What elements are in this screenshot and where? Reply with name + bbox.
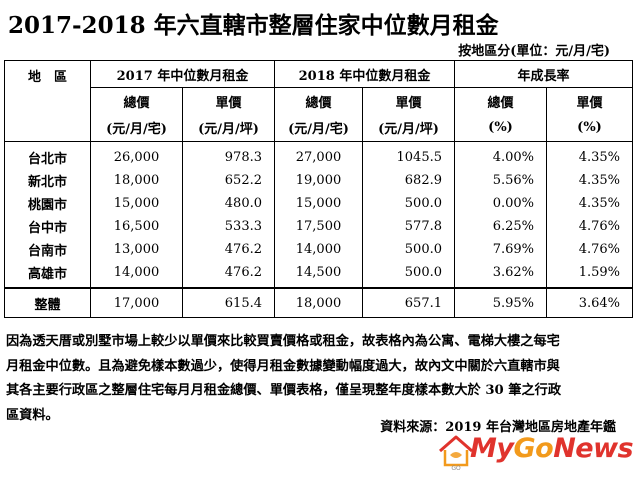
sub-header: 單價 bbox=[545, 87, 634, 114]
data-source: 資料來源：2019 年台灣地區房地產年鑑 bbox=[380, 420, 616, 435]
city-cell: 台中市 bbox=[4, 215, 91, 238]
cell-2017-total: 13,000 bbox=[90, 238, 183, 261]
logo-go: Go bbox=[513, 433, 554, 464]
cell-2018-unit: 1045.5 bbox=[362, 141, 455, 169]
cell-2017-total: 14,000 bbox=[90, 261, 183, 289]
sub-unit: (元/月/宅) bbox=[90, 114, 183, 142]
cell-2018-total: 19,000 bbox=[274, 169, 363, 192]
total-label: 整體 bbox=[4, 287, 91, 318]
sub-header: 總價 bbox=[90, 87, 183, 114]
group-header-growth: 年成長率 bbox=[453, 60, 634, 88]
mygonews-logo: GO MyGoNews bbox=[436, 431, 636, 471]
logo-news: News bbox=[553, 433, 634, 464]
cell-growth-total: 5.56% bbox=[454, 169, 547, 192]
table-row: 台北市 26,000 978.3 27,000 1045.5 4.00% 4.3… bbox=[4, 141, 634, 169]
footnote-line: 月租金中位數。且為避免樣本數過少，使得月租金數據變動幅度過大，故內文中關於六直轄… bbox=[6, 358, 560, 374]
cell-growth-unit: 4.76% bbox=[545, 215, 634, 238]
rent-table: 地 區 2017 年中位數月租金 2018 年中位數月租金 年成長率 總價 單價… bbox=[4, 60, 634, 318]
sub-unit: (%) bbox=[454, 114, 547, 142]
cell-2018-unit: 500.0 bbox=[362, 261, 455, 289]
cell-2018-total: 17,500 bbox=[274, 215, 363, 238]
total-2017-total: 17,000 bbox=[90, 287, 183, 318]
total-growth-total: 5.95% bbox=[454, 287, 547, 318]
header-row-units: (元/月/宅) (元/月/坪) (元/月/宅) (元/月/坪) (%) (%) bbox=[5, 114, 634, 142]
table-row: 台中市 16,500 533.3 17,500 577.8 6.25% 4.76… bbox=[4, 215, 634, 238]
total-growth-unit: 3.64% bbox=[545, 287, 634, 318]
cell-2018-unit: 682.9 bbox=[362, 169, 455, 192]
table-row: 新北市 18,000 652.2 19,000 682.9 5.56% 4.35… bbox=[4, 169, 634, 192]
header-row-groups: 地 區 2017 年中位數月租金 2018 年中位數月租金 年成長率 bbox=[4, 60, 634, 142]
total-2017-unit: 615.4 bbox=[182, 287, 275, 318]
region-header: 地 區 bbox=[4, 60, 91, 142]
table-row: 高雄市 14,000 476.2 14,500 500.0 3.62% 1.59… bbox=[4, 261, 634, 289]
city-cell: 桃園市 bbox=[4, 192, 91, 215]
cell-growth-unit: 4.35% bbox=[545, 141, 634, 169]
table-row: 桃園市 15,000 480.0 15,000 500.0 0.00% 4.35… bbox=[4, 192, 634, 215]
cell-2017-unit: 533.3 bbox=[182, 215, 275, 238]
cell-growth-total: 7.69% bbox=[454, 238, 547, 261]
cell-growth-unit: 4.35% bbox=[545, 169, 634, 192]
cell-2017-total: 15,000 bbox=[90, 192, 183, 215]
cell-growth-total: 6.25% bbox=[454, 215, 547, 238]
cell-2018-total: 14,000 bbox=[274, 238, 363, 261]
cell-growth-total: 0.00% bbox=[454, 192, 547, 215]
cell-growth-unit: 4.35% bbox=[545, 192, 634, 215]
page-title: 2017-2018 年六直轄市整層住家中位數月租金 bbox=[8, 12, 499, 39]
city-cell: 新北市 bbox=[4, 169, 91, 192]
header-row-subheaders: 總價 單價 總價 單價 總價 單價 bbox=[5, 87, 634, 114]
cell-2018-unit: 500.0 bbox=[362, 192, 455, 215]
cell-growth-unit: 1.59% bbox=[545, 261, 634, 289]
cell-2018-unit: 500.0 bbox=[362, 238, 455, 261]
logo-mark-text: GO bbox=[451, 465, 461, 471]
total-2018-total: 18,000 bbox=[274, 287, 363, 318]
sub-unit: (元/月/宅) bbox=[274, 114, 363, 142]
cell-2018-unit: 577.8 bbox=[362, 215, 455, 238]
city-cell: 台南市 bbox=[4, 238, 91, 261]
city-cell: 台北市 bbox=[4, 141, 91, 169]
cell-2017-total: 16,500 bbox=[90, 215, 183, 238]
sub-unit: (元/月/坪) bbox=[182, 114, 275, 142]
cell-2017-unit: 652.2 bbox=[182, 169, 275, 192]
total-row: 整體 17,000 615.4 18,000 657.1 5.95% 3.64% bbox=[4, 287, 634, 318]
logo-wordmark: MyGoNews bbox=[470, 433, 634, 464]
cell-2018-total: 14,500 bbox=[274, 261, 363, 289]
cell-2017-unit: 480.0 bbox=[182, 192, 275, 215]
cell-2017-unit: 978.3 bbox=[182, 141, 275, 169]
sub-header: 總價 bbox=[454, 87, 547, 114]
footnote-line: 區資料。 bbox=[6, 407, 59, 423]
sub-header: 單價 bbox=[182, 87, 275, 114]
group-header-2017: 2017 年中位數月租金 bbox=[90, 60, 275, 88]
cell-2017-total: 26,000 bbox=[90, 141, 183, 169]
sub-header: 總價 bbox=[274, 87, 363, 114]
cell-2017-unit: 476.2 bbox=[182, 261, 275, 289]
house-logo-icon: GO bbox=[439, 435, 473, 471]
group-header-2018: 2018 年中位數月租金 bbox=[274, 60, 455, 88]
footnote: 因為透天厝或別墅市場上較少以單價來比較買賣價格或租金，故表格內為公寓、電梯大樓之… bbox=[6, 330, 636, 428]
cell-2018-total: 15,000 bbox=[274, 192, 363, 215]
cell-growth-total: 3.62% bbox=[454, 261, 547, 289]
total-2018-unit: 657.1 bbox=[362, 287, 455, 318]
unit-note: 按地區分(單位：元/月/宅) bbox=[458, 44, 610, 59]
sub-unit: (%) bbox=[545, 114, 634, 142]
cell-growth-unit: 4.76% bbox=[545, 238, 634, 261]
table-row: 台南市 13,000 476.2 14,000 500.0 7.69% 4.76… bbox=[4, 238, 634, 261]
cell-2017-unit: 476.2 bbox=[182, 238, 275, 261]
cell-2017-total: 18,000 bbox=[90, 169, 183, 192]
city-cell: 高雄市 bbox=[4, 261, 91, 289]
cell-2018-total: 27,000 bbox=[274, 141, 363, 169]
sub-unit: (元/月/坪) bbox=[362, 114, 455, 142]
cell-growth-total: 4.00% bbox=[454, 141, 547, 169]
logo-my: My bbox=[470, 433, 514, 464]
footnote-line: 其各主要行政區之整層住宅每月月租金總價、單價表格，僅呈現整年度樣本數大於 30 … bbox=[6, 383, 562, 398]
sub-header: 單價 bbox=[362, 87, 455, 114]
footnote-line: 因為透天厝或別墅市場上較少以單價來比較買賣價格或租金，故表格內為公寓、電梯大樓之… bbox=[6, 334, 560, 349]
